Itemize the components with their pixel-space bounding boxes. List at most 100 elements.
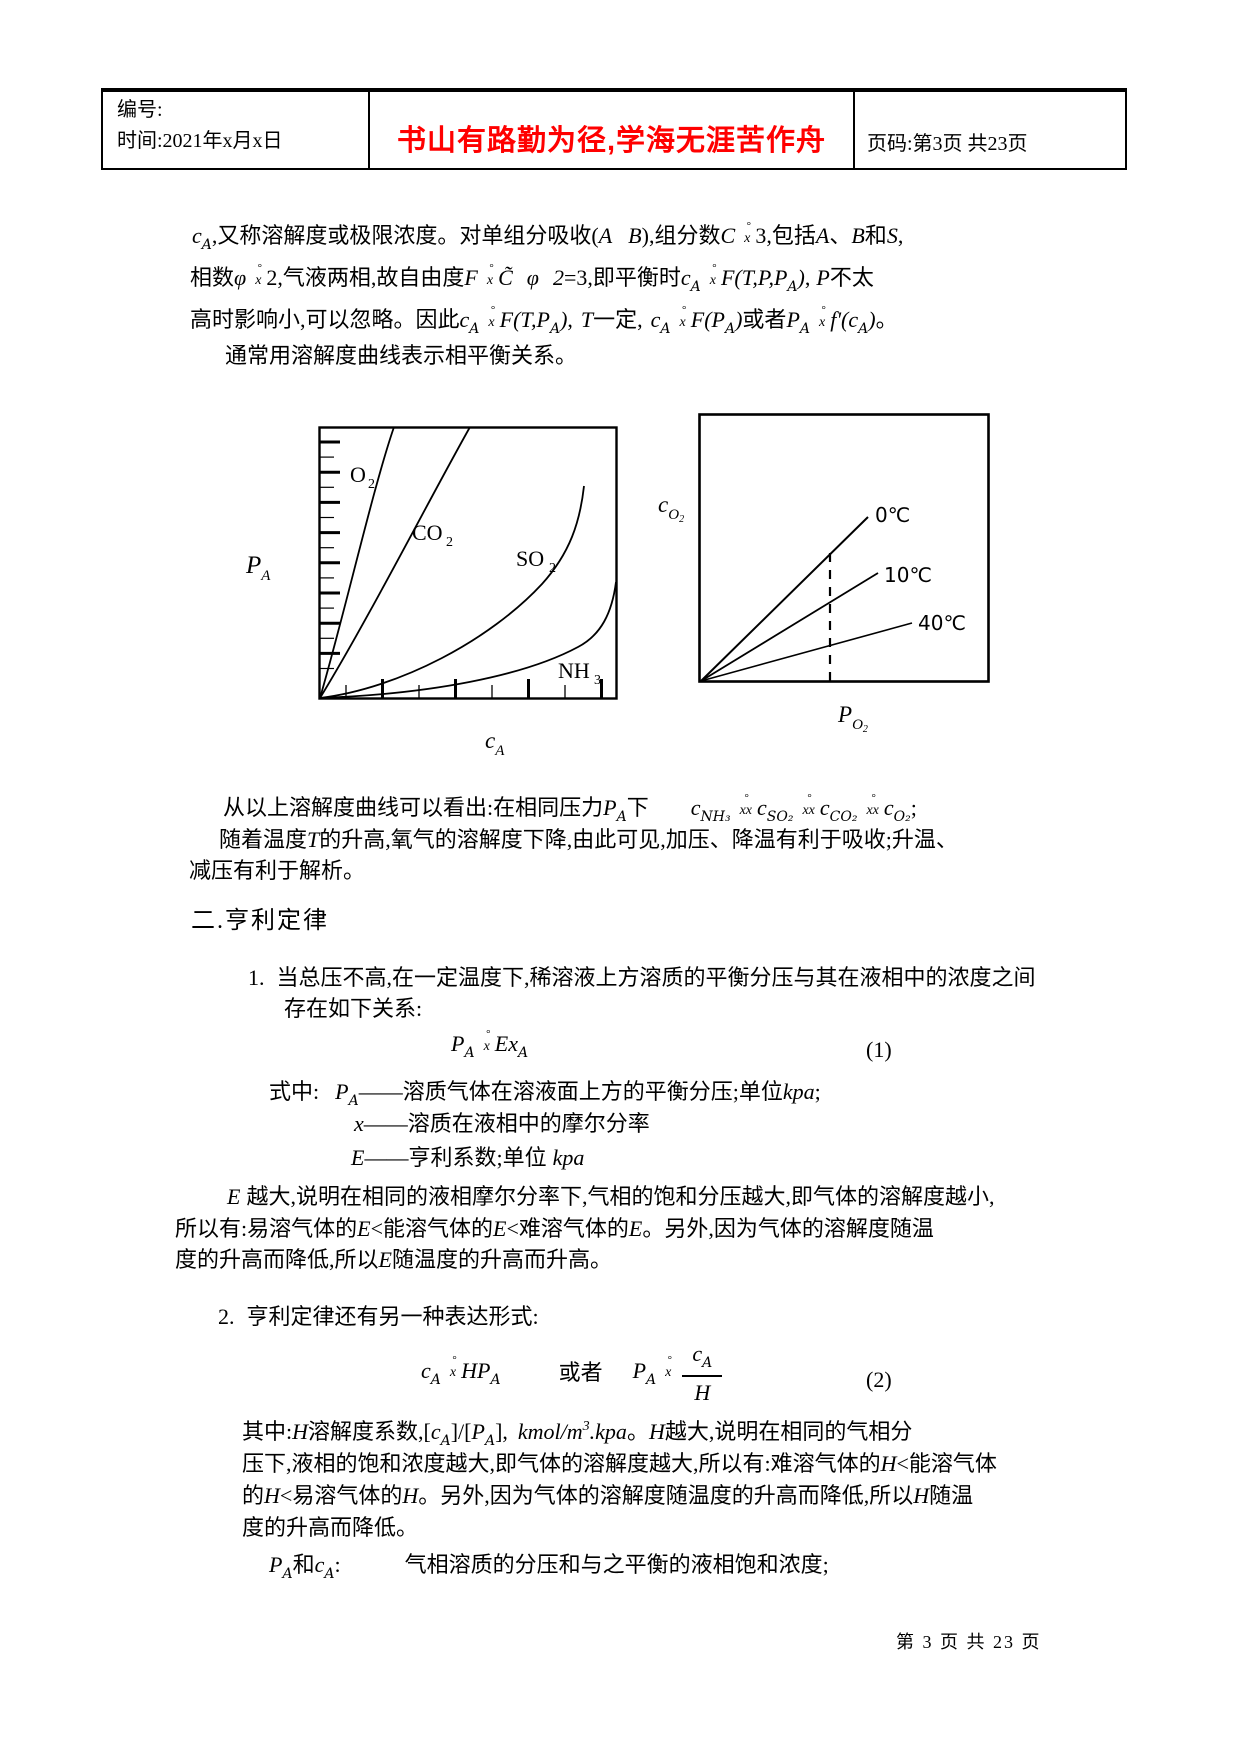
math-run: cA <box>431 1419 451 1449</box>
body-line: (2) <box>866 1366 892 1394</box>
math-var: H <box>880 1451 897 1476</box>
chart-frame <box>698 413 990 683</box>
corrupt-formula-symbol: x ° <box>680 304 687 332</box>
body-line: E——亨利系数;单位 kpa <box>351 1144 584 1172</box>
math-run: ) <box>735 307 742 332</box>
math-run: F(T,P,PA <box>720 265 798 295</box>
math-var: φ <box>526 265 539 290</box>
math-var: A <box>815 223 830 248</box>
math-var: E <box>357 1216 371 1241</box>
body-line: x——溶质在液相中的摩尔分率 <box>354 1110 650 1138</box>
math-subscript: A <box>464 1045 475 1061</box>
text-run: : <box>334 1552 341 1577</box>
math-var: 2 <box>552 265 564 290</box>
math-run: T <box>307 827 319 852</box>
text-run: ——溶质气体在溶液面上方的平衡分压;单位 <box>358 1079 783 1104</box>
symbol-ring: ° <box>489 262 494 274</box>
text-run: 。 <box>626 1419 649 1444</box>
text-run: 或者 <box>558 1360 603 1386</box>
math-var: c <box>192 223 202 248</box>
math-var: E <box>227 1184 241 1209</box>
math-run: H <box>292 1419 308 1444</box>
math-run: E <box>493 1216 506 1241</box>
symbol-base: x <box>744 231 751 246</box>
body-line: 高时影响小,可以忽略。因此cA x ° F(T,PA), T一定, cA x ° F(PA)或者… <box>190 304 898 339</box>
symbol-base: x <box>486 273 494 288</box>
left-chart-xlabel: cA <box>485 728 504 760</box>
math-run: cO₂ <box>884 795 911 825</box>
curve-so2 <box>319 485 585 699</box>
math-run: E <box>629 1216 642 1241</box>
math-subscript: A <box>690 279 701 295</box>
math-subscript: A <box>787 279 798 295</box>
math-var: B <box>628 223 642 248</box>
body-line: 1. 当总压不高,在一定温度下,稀溶液上方溶质的平衡分压与其在液相中的浓度之间 <box>248 964 1036 992</box>
math-subscript: A <box>440 1433 451 1449</box>
math-var: H <box>648 1419 665 1444</box>
math-run: cA <box>459 307 480 337</box>
text-run: 3,包括 <box>755 223 816 248</box>
math-var: H <box>292 1419 309 1444</box>
math-var: ) <box>797 265 805 290</box>
math-run: cA <box>681 265 701 295</box>
math-run: x <box>354 1111 364 1136</box>
text-run: <能溶气体 <box>896 1451 997 1476</box>
right-chart-ylabel: cO2 <box>658 492 684 525</box>
body-line: PA和cA: 气相溶质的分压和与之平衡的液相饱和浓度; <box>269 1551 829 1584</box>
ylabel-main: c <box>658 492 669 517</box>
xlabel-subsub: 2 <box>862 724 868 735</box>
math-var: C <box>720 223 736 248</box>
math-var: H <box>402 1483 419 1508</box>
series-label-nh3-sub: 3 <box>594 673 601 688</box>
doc-time-label: 时间:2021年x月x日 <box>117 130 283 152</box>
text-run: 气相溶质的分压和与之平衡的液相饱和浓度; <box>404 1552 829 1577</box>
math-var: E <box>378 1247 392 1272</box>
body-line: 度的升高而降低,所以E随温度的升高而升高。 <box>175 1246 612 1274</box>
math-run: PA <box>269 1552 293 1582</box>
math-run: T <box>581 307 593 332</box>
footer-page-number: 第 3 页 共 23 页 <box>896 1632 1042 1652</box>
ylabel-sub: A <box>261 568 271 584</box>
math-var: S <box>886 223 898 248</box>
math-run: cA <box>651 307 671 337</box>
isotherm-label-10c: 10℃ <box>884 563 932 587</box>
chart-frame <box>318 426 618 700</box>
text-run: 越大,说明在相同的气相分 <box>664 1419 913 1444</box>
math-var: P <box>335 1079 349 1104</box>
series-label-so2: SO <box>516 546 544 571</box>
math-subscript: A <box>646 1371 657 1388</box>
math-var: c <box>459 307 470 332</box>
header-left-cell: 编号: 时间:2021年x月x日 <box>103 92 368 168</box>
math-var: P <box>632 1357 647 1383</box>
body-line: cA x ° HPA 或者 PA x ° cA H <box>421 1340 723 1406</box>
symbol-base: x <box>665 1365 672 1381</box>
math-var: F(P <box>690 307 725 332</box>
math-subscript: A <box>324 1566 335 1582</box>
math-subscript: A <box>348 1093 359 1109</box>
text-run: 或者 <box>742 307 787 332</box>
temperature-chart: 0℃ 10℃ 40℃ <box>698 413 990 683</box>
math-subscript: A <box>799 321 811 337</box>
series-label-co2: CO <box>412 520 443 545</box>
math-var: φ <box>234 265 247 290</box>
math-run: ) <box>868 307 875 332</box>
isotherm-label-40c: 40℃ <box>918 611 966 635</box>
text-run: 越大,说明在相同的液相摩尔分率下,气相的饱和分压越大,即气体的溶解度越小, <box>246 1184 995 1209</box>
math-run: cA <box>192 223 212 253</box>
text-run: 1. <box>248 965 265 990</box>
isotherm-label-0c: 0℃ <box>875 503 910 527</box>
math-var: F(T,P,P <box>720 265 788 290</box>
body-line: 压下,液相的饱和浓度越大,即气体的溶解度越大,所以有:难溶气体的H<能溶气体 <box>242 1450 997 1478</box>
corrupt-formula-symbol: x ° <box>744 220 751 248</box>
text-run: 的升高,氧气的溶解度下降,由此可见,加压、降温有利于吸收;升温、 <box>319 827 958 852</box>
symbol-ring: ° <box>821 304 826 316</box>
math-var: f'(c <box>830 307 859 332</box>
math-subscript: A <box>702 1355 713 1371</box>
corrupt-formula-symbol: x ° <box>710 262 717 290</box>
text-run: 随温 <box>929 1483 974 1508</box>
text-run: , <box>567 307 573 332</box>
math-run: A <box>599 223 612 248</box>
math-run: cA <box>315 1552 335 1582</box>
text-run: =3,即平衡时 <box>563 265 681 290</box>
math-run: kpa <box>783 1079 815 1104</box>
